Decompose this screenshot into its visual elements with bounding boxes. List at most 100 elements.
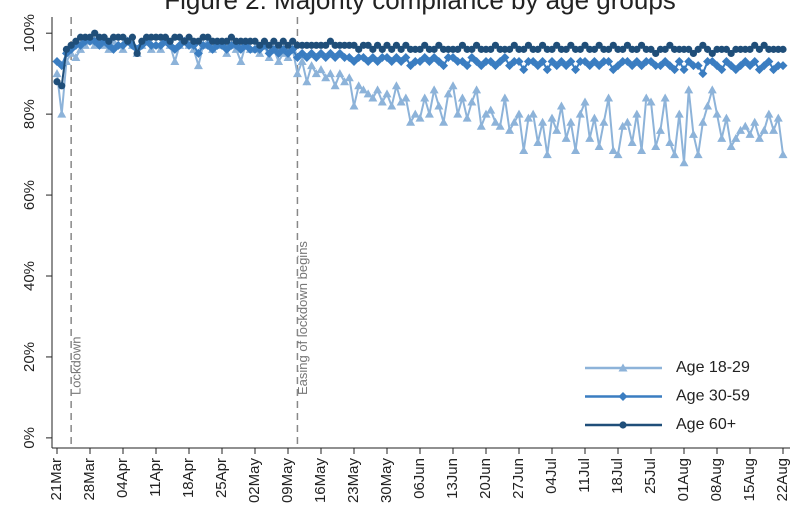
- point: [599, 117, 609, 126]
- point: [406, 117, 416, 126]
- point: [62, 45, 71, 53]
- point: [698, 117, 708, 126]
- point: [538, 57, 548, 67]
- point: [481, 109, 491, 118]
- point: [358, 85, 368, 94]
- point: [415, 113, 425, 122]
- point: [674, 57, 684, 67]
- x-tick-label: 18Jul: [609, 458, 626, 494]
- point: [618, 121, 628, 130]
- point: [170, 57, 180, 66]
- y-tick-label: 20%: [21, 342, 38, 372]
- point: [236, 57, 246, 66]
- point: [609, 41, 617, 49]
- point: [670, 65, 680, 75]
- point: [462, 61, 472, 71]
- point: [778, 61, 788, 71]
- point: [679, 65, 689, 75]
- point: [487, 45, 495, 53]
- point: [462, 113, 472, 122]
- point: [721, 113, 731, 122]
- point: [575, 109, 585, 118]
- x-tick-label: 27Jun: [510, 458, 527, 499]
- point: [472, 41, 481, 49]
- point: [750, 57, 760, 67]
- annotation-label: Lockdown: [69, 336, 84, 395]
- legend-marker: [618, 392, 628, 401]
- point: [274, 57, 284, 66]
- point: [443, 89, 453, 98]
- point: [778, 150, 788, 159]
- x-tick-label: 16May: [312, 458, 329, 504]
- point: [693, 150, 703, 159]
- point: [575, 57, 585, 67]
- legend-marker: [618, 363, 628, 372]
- point: [453, 57, 463, 67]
- series: [53, 29, 787, 90]
- series: [52, 36, 788, 167]
- x-tick-label: 04Apr: [114, 458, 131, 498]
- point: [548, 45, 556, 53]
- x-tick-label: 21Mar: [48, 458, 65, 501]
- point: [387, 101, 397, 110]
- y-tick-label: 60%: [21, 180, 38, 210]
- x-tick-label: 11Apr: [147, 458, 164, 497]
- point: [57, 109, 67, 118]
- point: [674, 109, 684, 118]
- point: [745, 129, 755, 138]
- point: [344, 73, 354, 82]
- point: [429, 85, 439, 94]
- point: [581, 41, 589, 49]
- point: [260, 37, 269, 45]
- point: [533, 137, 543, 146]
- point: [646, 97, 656, 106]
- point: [595, 41, 603, 49]
- point: [604, 93, 614, 102]
- point: [128, 33, 137, 41]
- point: [58, 82, 66, 90]
- point: [538, 117, 548, 126]
- point: [641, 93, 651, 102]
- y-tick-label: 0%: [21, 427, 38, 449]
- point: [124, 37, 132, 45]
- point: [439, 117, 449, 126]
- point: [613, 150, 623, 159]
- point: [698, 69, 708, 79]
- point: [566, 117, 576, 126]
- x-tick-label: 09May: [279, 458, 296, 504]
- point: [736, 125, 746, 134]
- point: [542, 65, 552, 75]
- point: [91, 29, 99, 37]
- point: [703, 57, 713, 67]
- point: [740, 121, 750, 130]
- point: [523, 57, 533, 67]
- point: [443, 52, 453, 62]
- x-tick-label: 28Mar: [81, 458, 98, 501]
- point: [349, 101, 359, 110]
- point: [193, 48, 203, 58]
- point: [151, 40, 161, 50]
- point: [567, 41, 575, 49]
- point: [251, 37, 259, 45]
- point: [764, 109, 774, 118]
- point: [391, 81, 401, 90]
- point: [726, 142, 736, 151]
- point: [292, 69, 302, 78]
- point: [717, 65, 727, 75]
- point: [410, 109, 420, 118]
- point: [556, 101, 566, 110]
- point: [505, 125, 515, 134]
- point: [684, 85, 694, 94]
- point: [256, 41, 264, 49]
- point: [510, 41, 518, 49]
- point: [364, 41, 372, 49]
- point: [307, 61, 317, 70]
- x-tick-label: 25Jul: [642, 458, 659, 494]
- point: [71, 52, 81, 61]
- point: [666, 41, 674, 49]
- point: [746, 45, 754, 53]
- legend-label: Age 18-29: [676, 359, 750, 376]
- point: [534, 45, 542, 53]
- point: [311, 69, 321, 78]
- x-tick-label: 08Aug: [708, 458, 725, 501]
